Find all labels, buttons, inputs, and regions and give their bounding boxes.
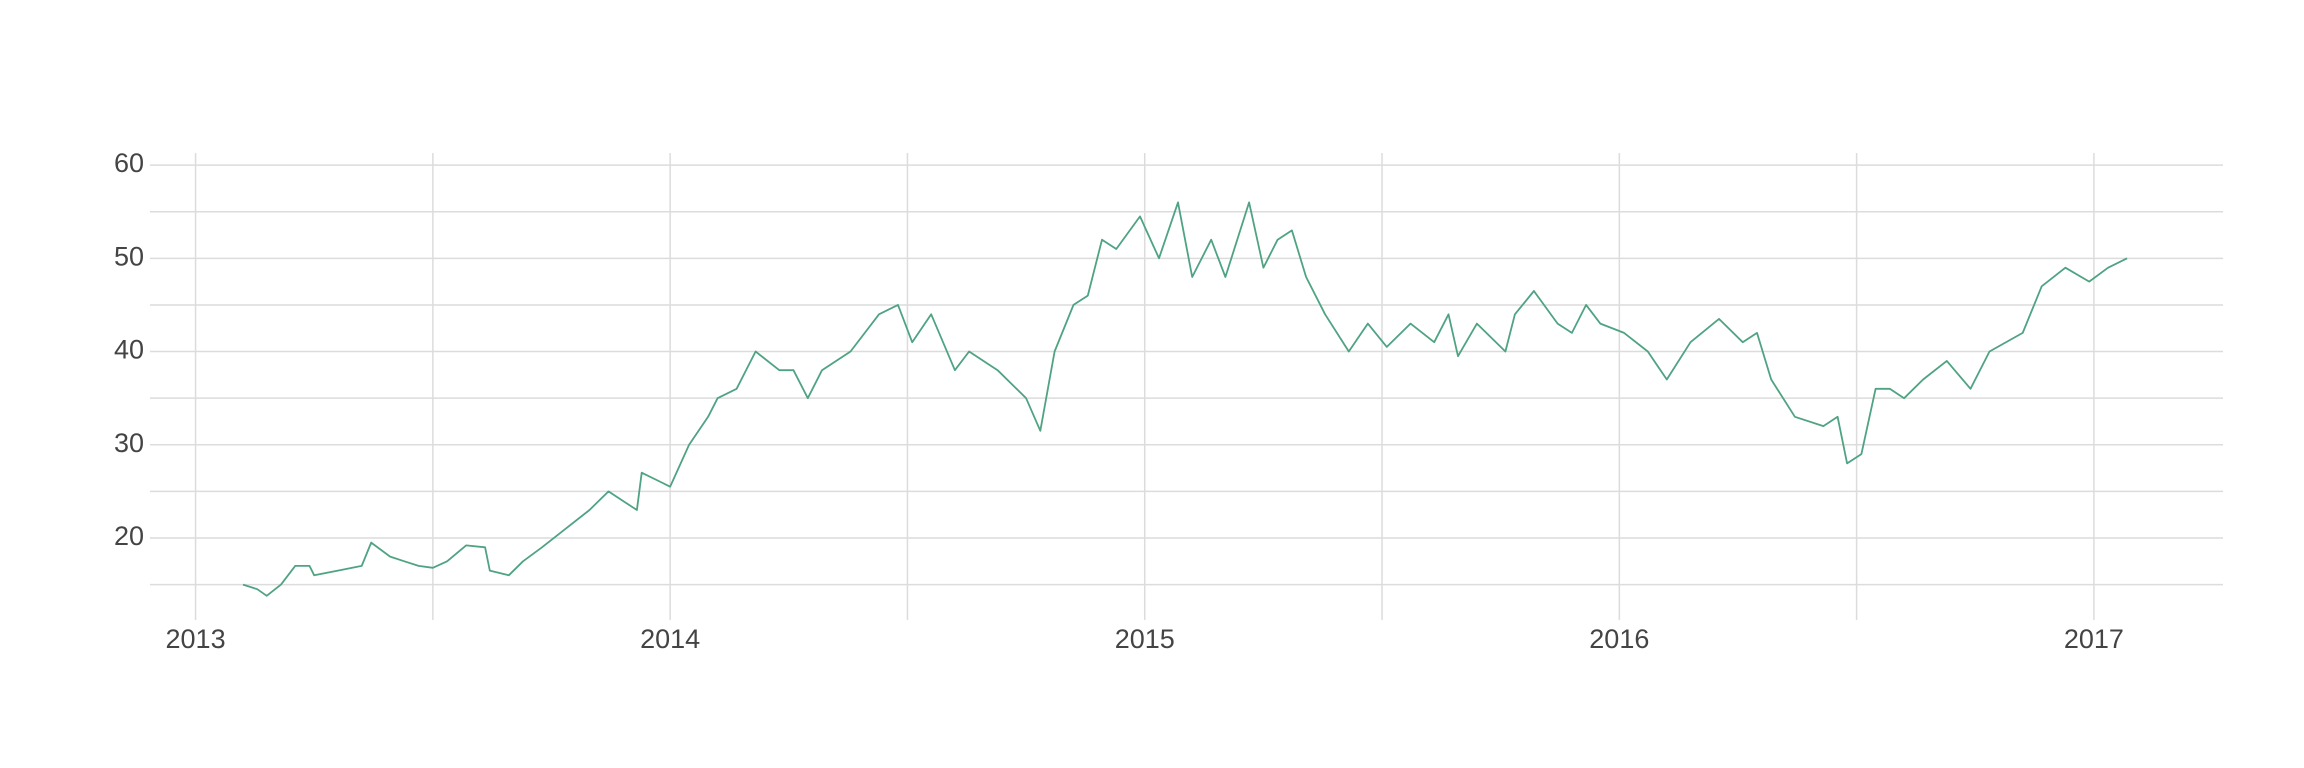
x-tick-label: 2015 [1115, 624, 1175, 654]
y-tick-label: 20 [114, 521, 144, 551]
y-tick-label: 50 [114, 241, 144, 271]
x-tick-label: 2014 [640, 624, 700, 654]
line [242, 201, 2128, 597]
y-tick-label: 40 [114, 335, 144, 365]
y-tick-label: 30 [114, 428, 144, 458]
x-tick-label: 2017 [2064, 624, 2124, 654]
y-tick-label: 60 [114, 148, 144, 178]
x-tick-label: 2016 [1589, 624, 1649, 654]
x-tick-label: 2013 [166, 624, 226, 654]
